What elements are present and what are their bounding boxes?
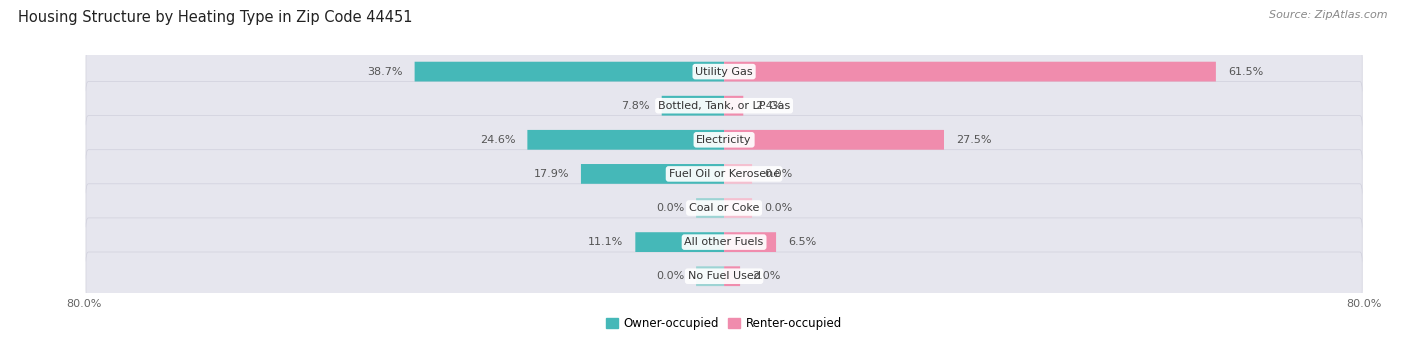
- Text: Fuel Oil or Kerosene: Fuel Oil or Kerosene: [668, 169, 780, 179]
- Text: 61.5%: 61.5%: [1227, 66, 1263, 77]
- Text: 17.9%: 17.9%: [533, 169, 569, 179]
- Text: 0.0%: 0.0%: [655, 271, 685, 281]
- Legend: Owner-occupied, Renter-occupied: Owner-occupied, Renter-occupied: [606, 317, 842, 330]
- Text: Electricity: Electricity: [696, 135, 752, 145]
- FancyBboxPatch shape: [724, 130, 943, 150]
- FancyBboxPatch shape: [86, 47, 1362, 96]
- FancyBboxPatch shape: [724, 62, 1216, 81]
- Text: Bottled, Tank, or LP Gas: Bottled, Tank, or LP Gas: [658, 101, 790, 111]
- Text: 11.1%: 11.1%: [588, 237, 623, 247]
- FancyBboxPatch shape: [724, 96, 744, 116]
- FancyBboxPatch shape: [86, 81, 1362, 130]
- Text: 2.0%: 2.0%: [752, 271, 780, 281]
- Text: 2.4%: 2.4%: [755, 101, 783, 111]
- FancyBboxPatch shape: [581, 164, 724, 184]
- FancyBboxPatch shape: [527, 130, 724, 150]
- FancyBboxPatch shape: [86, 252, 1362, 300]
- Text: 0.0%: 0.0%: [763, 169, 793, 179]
- Text: Utility Gas: Utility Gas: [696, 66, 752, 77]
- Text: Housing Structure by Heating Type in Zip Code 44451: Housing Structure by Heating Type in Zip…: [18, 10, 413, 25]
- FancyBboxPatch shape: [86, 116, 1362, 164]
- Text: No Fuel Used: No Fuel Used: [688, 271, 761, 281]
- FancyBboxPatch shape: [636, 232, 724, 252]
- Text: 7.8%: 7.8%: [621, 101, 650, 111]
- Text: Coal or Coke: Coal or Coke: [689, 203, 759, 213]
- FancyBboxPatch shape: [724, 164, 752, 184]
- FancyBboxPatch shape: [724, 198, 752, 218]
- FancyBboxPatch shape: [86, 218, 1362, 266]
- FancyBboxPatch shape: [86, 184, 1362, 232]
- FancyBboxPatch shape: [724, 232, 776, 252]
- FancyBboxPatch shape: [696, 198, 724, 218]
- FancyBboxPatch shape: [724, 266, 740, 286]
- Text: 0.0%: 0.0%: [763, 203, 793, 213]
- Text: 27.5%: 27.5%: [956, 135, 991, 145]
- Text: 38.7%: 38.7%: [367, 66, 402, 77]
- FancyBboxPatch shape: [696, 266, 724, 286]
- FancyBboxPatch shape: [415, 62, 724, 81]
- Text: 6.5%: 6.5%: [787, 237, 817, 247]
- Text: 0.0%: 0.0%: [655, 203, 685, 213]
- Text: Source: ZipAtlas.com: Source: ZipAtlas.com: [1270, 10, 1388, 20]
- Text: 24.6%: 24.6%: [479, 135, 516, 145]
- FancyBboxPatch shape: [662, 96, 724, 116]
- Text: All other Fuels: All other Fuels: [685, 237, 763, 247]
- FancyBboxPatch shape: [86, 150, 1362, 198]
